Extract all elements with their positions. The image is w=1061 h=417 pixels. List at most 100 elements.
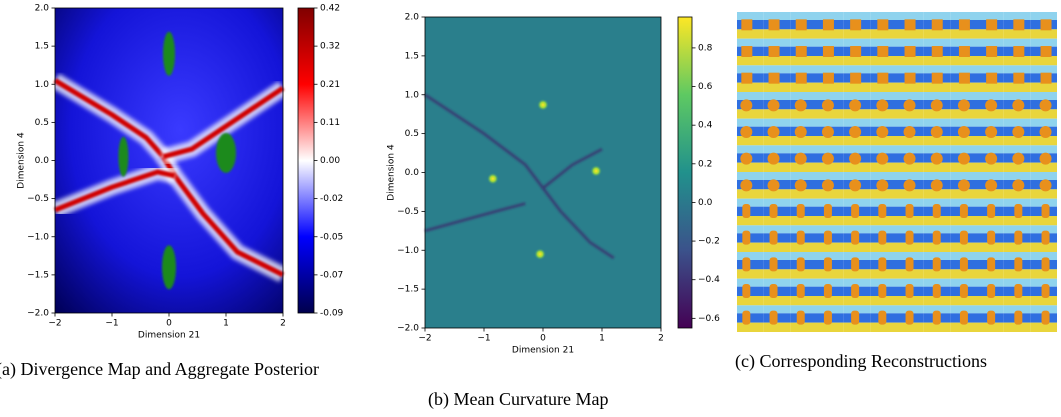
floor [790, 216, 817, 226]
y-tick-label: 1.5 [405, 51, 419, 61]
sky [817, 65, 844, 74]
reconstruction-image [843, 65, 871, 92]
colorbar-tick-label: −0.4 [698, 275, 720, 285]
sky [1003, 65, 1031, 74]
floor [1030, 56, 1057, 66]
floor [923, 216, 951, 226]
object [1014, 310, 1023, 325]
object [986, 19, 998, 31]
floor [1030, 216, 1057, 226]
sky [790, 305, 817, 314]
reconstruction-image [790, 278, 817, 306]
floor [1030, 296, 1057, 306]
reconstruction-image [1003, 65, 1031, 92]
reconstruction-image [870, 12, 897, 39]
reconstruction-image [843, 12, 871, 39]
sky [763, 12, 791, 20]
object [849, 126, 862, 138]
floor [870, 109, 897, 119]
floor [923, 269, 951, 279]
floor [977, 216, 1004, 226]
colorbar-tick-label: −0.6 [698, 314, 720, 324]
sky [737, 12, 764, 20]
x-axis-label: Dimension 21 [138, 331, 200, 341]
y-axis-label: Dimension 4 [387, 144, 397, 201]
floor [763, 29, 791, 39]
reconstruction-image [870, 252, 897, 279]
reconstruction-image [763, 65, 791, 92]
floor [843, 322, 871, 332]
colorbar [297, 7, 315, 314]
sky [870, 65, 897, 74]
object [794, 99, 807, 112]
reconstruction-image [1030, 65, 1057, 92]
object [958, 19, 970, 31]
sky [790, 198, 817, 207]
reconstruction-image [737, 12, 764, 39]
floor [923, 189, 951, 199]
object [851, 310, 860, 325]
floor [977, 269, 1004, 279]
floor [897, 216, 924, 226]
sky [950, 38, 977, 47]
floor [870, 162, 897, 172]
sky [897, 118, 924, 127]
floor [763, 216, 791, 226]
x-tick-label: −1 [477, 334, 490, 344]
object [904, 19, 916, 31]
sky [897, 65, 924, 74]
floor [897, 269, 924, 279]
sky [737, 305, 764, 314]
object [1040, 19, 1052, 31]
reconstruction-image [763, 252, 791, 279]
object [740, 126, 753, 138]
sky [923, 198, 951, 207]
object [795, 46, 807, 57]
floor [870, 56, 897, 66]
sky [763, 278, 791, 287]
floor [737, 162, 764, 172]
object [1014, 204, 1023, 218]
sky [950, 198, 977, 207]
floor [897, 296, 924, 306]
floor [897, 109, 924, 119]
object [767, 99, 780, 112]
object [849, 179, 862, 192]
reconstruction-image [897, 252, 924, 279]
object [742, 284, 751, 298]
wall [737, 286, 764, 296]
object [904, 46, 916, 57]
floor [870, 322, 897, 332]
reconstruction-image [870, 198, 897, 226]
object [878, 230, 887, 245]
sky [843, 38, 871, 47]
reconstruction-image [1003, 225, 1031, 252]
object [987, 257, 996, 272]
floor [923, 322, 951, 332]
floor [1030, 242, 1057, 252]
sky [950, 145, 977, 154]
object [878, 310, 887, 325]
x-tick-label: 1 [599, 334, 605, 344]
sky [977, 145, 1004, 154]
sky [1003, 172, 1031, 180]
floor [870, 189, 897, 199]
object [932, 204, 941, 218]
floor [1003, 136, 1031, 146]
object [1012, 179, 1025, 192]
reconstruction-image [950, 305, 977, 332]
reconstruction-image [897, 118, 924, 146]
floor [1003, 296, 1031, 306]
floor [737, 29, 764, 39]
reconstruction-image [870, 172, 897, 199]
sky [897, 252, 924, 260]
reconstruction-image [950, 92, 977, 119]
object [1041, 230, 1050, 245]
sky [1030, 65, 1057, 74]
floor [923, 242, 951, 252]
reconstruction-image [1003, 305, 1031, 332]
floor [1030, 269, 1057, 279]
object [931, 19, 943, 31]
floor [843, 136, 871, 146]
reconstruction-image [763, 12, 791, 39]
